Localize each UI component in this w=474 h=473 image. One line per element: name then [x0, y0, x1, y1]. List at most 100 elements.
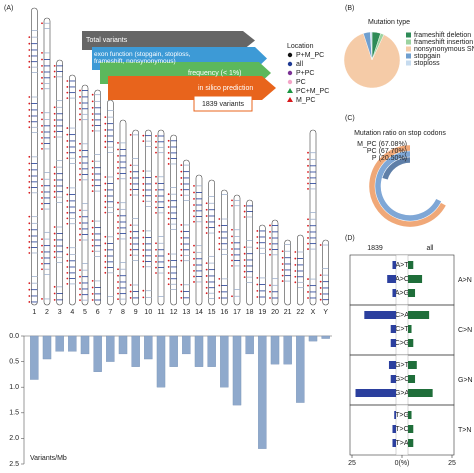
variant-dot [167, 206, 170, 208]
category-label: C>A [395, 312, 409, 319]
variant-dot [53, 185, 56, 187]
chromosome [66, 74, 76, 306]
chromosome [142, 129, 152, 306]
variant-dot [91, 173, 94, 175]
variant-dot [129, 248, 132, 251]
variant-dot [269, 248, 271, 251]
variant-dot [117, 227, 119, 229]
variant-dot [104, 211, 107, 214]
chromosome-label: 4 [70, 309, 74, 316]
variant-dot [205, 202, 208, 205]
variant-dot [117, 172, 119, 175]
variant-dot [218, 277, 221, 280]
variant-dot [180, 237, 183, 239]
chromosome-label: 12 [170, 309, 178, 316]
variant-dot [41, 22, 43, 25]
variant-dot [91, 239, 94, 241]
chromosome-label: 7 [108, 309, 112, 316]
variant-dot [218, 297, 221, 299]
legend-swatch [406, 46, 411, 52]
variant-dot [243, 216, 246, 218]
variant-dot [28, 235, 31, 237]
variant-dot [167, 277, 170, 280]
variant-dot [104, 260, 107, 263]
y-tick-label: 0.5 [9, 358, 19, 365]
chromosome [104, 99, 114, 306]
chromosome [155, 129, 165, 306]
y-tick-label: 0.0 [9, 333, 19, 340]
variant-dot [117, 148, 119, 151]
bar [194, 335, 204, 367]
variant-dot [319, 293, 322, 295]
variant-dot [205, 281, 208, 283]
variant-dot [180, 194, 183, 197]
bar [408, 439, 414, 447]
radial-bar [369, 145, 446, 227]
variant-dot [281, 263, 284, 265]
bar [321, 335, 330, 339]
x-tick-label: 25 [448, 460, 456, 467]
variant-dot [155, 272, 157, 274]
variant-dot [28, 109, 31, 111]
variant-dot [104, 255, 107, 257]
variant-dot [28, 180, 31, 183]
variant-dot [180, 290, 183, 293]
variant-dot [66, 253, 69, 256]
variant-dot [231, 253, 233, 256]
variant-dot [53, 130, 56, 133]
variant-dot [180, 170, 183, 173]
bar [392, 425, 396, 433]
variant-dot [53, 106, 56, 109]
chromosome [294, 234, 304, 306]
chromosome [243, 199, 253, 306]
legend-label: frameshift deletion [414, 32, 471, 39]
variant-dot [142, 296, 145, 299]
variant-dot [41, 268, 43, 271]
variant-dot [79, 215, 81, 218]
variant-dot [53, 70, 56, 73]
chromosome [167, 134, 177, 306]
variant-dot [104, 248, 107, 251]
variant-dot [307, 231, 309, 233]
variant-dot [307, 158, 309, 161]
chromosome-body [246, 199, 253, 306]
variant-dot [66, 217, 69, 220]
variant-dot [218, 224, 221, 227]
value-label: (20.50%) [379, 155, 407, 162]
chromosome-label: 9 [134, 309, 138, 316]
category-label: G>A [395, 390, 410, 397]
variant-dot [53, 112, 56, 115]
variant-dot [91, 179, 94, 181]
variant-dot [28, 246, 31, 249]
variant-dot [180, 188, 183, 191]
variant-dot [28, 162, 31, 165]
variant-dot [129, 177, 132, 179]
variant-dot [91, 166, 94, 169]
variant-dot [91, 244, 94, 247]
variant-dot [142, 140, 145, 143]
variant-dot [129, 183, 132, 185]
variant-dot [79, 178, 81, 181]
variant-dot [319, 274, 322, 277]
chromosome-body [284, 239, 291, 306]
bar [392, 439, 396, 447]
variant-dot [66, 146, 69, 148]
variant-dot [91, 119, 94, 121]
variant-dot [256, 236, 259, 238]
variant-dot [307, 278, 309, 280]
variant-dot [243, 259, 246, 261]
variant-dot [79, 228, 81, 230]
variant-dot [117, 166, 119, 169]
variant-dot [193, 251, 195, 254]
chromosome [205, 179, 215, 306]
variant-dot [142, 242, 145, 245]
variant-dot [104, 122, 107, 125]
variant-dot [91, 250, 94, 253]
variant-dot [91, 299, 94, 301]
variant-dot [104, 146, 107, 149]
legend-marker [287, 61, 293, 67]
variant-dot [205, 232, 208, 234]
category-label: C>G [395, 340, 410, 347]
variant-dot [66, 283, 69, 285]
bar [308, 335, 318, 342]
